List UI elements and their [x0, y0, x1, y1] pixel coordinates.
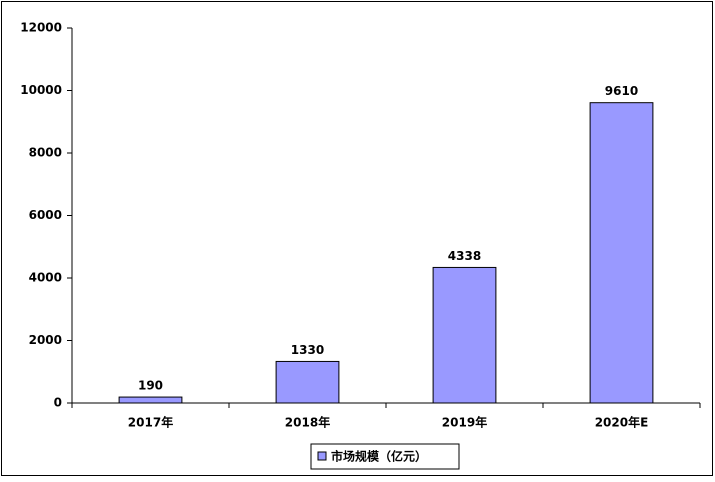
bar	[275, 360, 340, 404]
y-tick-label: 6000	[29, 208, 62, 222]
data-label: 9610	[605, 84, 638, 98]
x-tick-label: 2018年	[285, 415, 330, 430]
legend-label: 市场规模（亿元）	[331, 449, 427, 464]
data-label: 4338	[448, 249, 481, 263]
y-tick-label: 10000	[20, 83, 62, 97]
y-tick-label: 8000	[29, 146, 62, 160]
bar	[118, 396, 183, 404]
legend-box	[310, 443, 460, 470]
x-tick-label: 2017年	[128, 415, 173, 430]
y-tick-label: 2000	[29, 333, 62, 347]
bar	[432, 266, 497, 404]
y-tick-label: 4000	[29, 271, 62, 285]
legend-swatch	[317, 451, 327, 461]
data-label: 190	[138, 379, 163, 393]
y-tick-label: 12000	[20, 21, 62, 35]
bar	[589, 102, 654, 404]
x-tick-label: 2019年	[442, 415, 487, 430]
x-tick-label: 2020年E	[595, 415, 649, 430]
y-tick-label: 0	[54, 396, 62, 410]
data-label: 1330	[291, 343, 324, 357]
